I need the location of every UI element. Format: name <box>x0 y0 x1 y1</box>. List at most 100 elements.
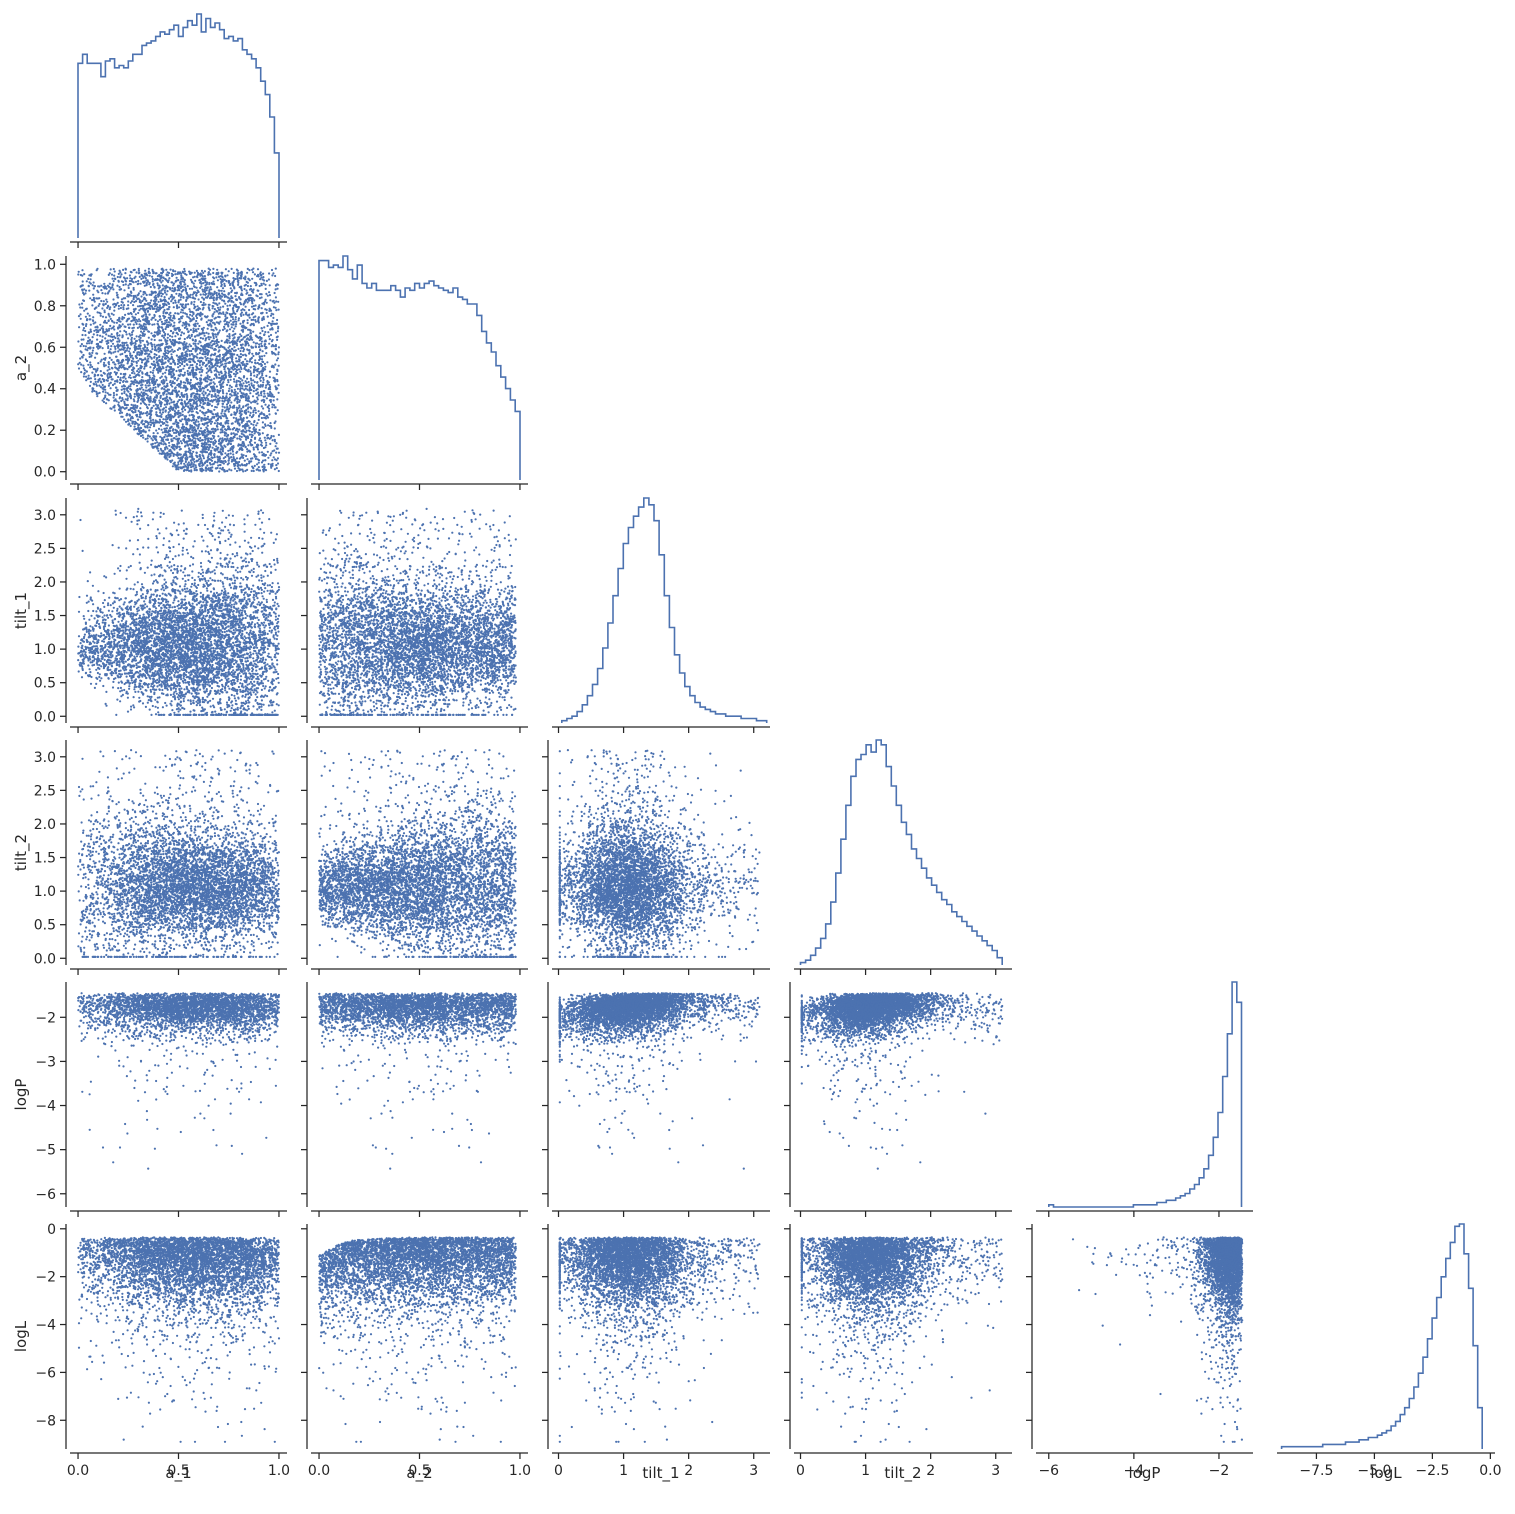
scatter-point <box>161 421 163 423</box>
scatter-point <box>236 344 238 346</box>
scatter-point <box>258 394 260 396</box>
scatter-point <box>148 268 150 270</box>
scatter-point <box>238 368 240 370</box>
scatter-point <box>206 372 208 374</box>
scatter-point <box>176 379 178 381</box>
scatter-point <box>114 270 116 272</box>
scatter-point <box>140 278 142 280</box>
scatter-point <box>245 312 247 314</box>
scatter-point <box>143 330 145 332</box>
scatter-point <box>92 284 94 286</box>
scatter-point <box>138 354 140 356</box>
scatter-point <box>119 286 121 288</box>
scatter-point <box>226 406 228 408</box>
scatter-point <box>274 363 276 365</box>
scatter-point <box>91 372 93 374</box>
scatter-point <box>207 328 209 330</box>
scatter-point <box>261 330 263 332</box>
scatter-point <box>136 335 138 337</box>
scatter-point <box>89 366 91 368</box>
scatter-point <box>116 322 118 324</box>
scatter-point <box>274 275 276 277</box>
scatter-point <box>263 379 265 381</box>
scatter-point <box>262 381 264 383</box>
scatter-point <box>189 337 191 339</box>
scatter-point <box>152 278 154 280</box>
scatter-point <box>253 390 255 392</box>
scatter-point <box>110 345 112 347</box>
scatter-point <box>244 358 246 360</box>
scatter-point <box>89 385 91 387</box>
scatter-point <box>137 368 139 370</box>
y-tick-label: 1.0 <box>34 257 56 273</box>
scatter-point <box>86 342 88 344</box>
scatter-point <box>203 457 205 459</box>
scatter-point <box>197 328 199 330</box>
scatter-point <box>115 373 117 375</box>
scatter-point <box>262 407 264 409</box>
scatter-point <box>189 414 191 416</box>
y-tick-label: 0.4 <box>34 382 56 398</box>
y-tick-label: 0.6 <box>34 340 56 356</box>
scatter-point <box>84 334 86 336</box>
scatter-point <box>249 414 251 416</box>
scatter-point <box>90 364 92 366</box>
scatter-point <box>128 350 130 352</box>
scatter-point <box>185 461 187 463</box>
scatter-point <box>113 396 115 398</box>
scatter-point <box>148 337 150 339</box>
scatter-point <box>174 300 176 302</box>
scatter-point <box>149 426 151 428</box>
scatter-point <box>189 366 191 368</box>
histogram-a_1 <box>78 14 279 238</box>
scatter-point <box>174 363 176 365</box>
scatter-point <box>196 270 198 272</box>
scatter-point <box>126 277 128 279</box>
scatter-point <box>147 440 149 442</box>
scatter-point <box>80 318 82 320</box>
y-tick-label: 0.8 <box>34 299 56 315</box>
scatter-point <box>165 406 167 408</box>
y-tick-label: 0.2 <box>34 423 56 439</box>
scatter-point <box>108 335 110 337</box>
scatter-point <box>230 301 232 303</box>
scatter-point <box>82 329 84 331</box>
scatter-point <box>136 370 138 372</box>
scatter-point <box>243 454 245 456</box>
scatter-point <box>85 345 87 347</box>
scatter-point <box>232 453 234 455</box>
scatter-point <box>78 326 80 328</box>
scatter-point <box>226 335 228 337</box>
panel-a_1-a_1 <box>70 14 287 248</box>
y-tick-label: 0.0 <box>34 465 56 481</box>
scatter-point <box>270 452 272 454</box>
scatter-point <box>219 329 221 331</box>
scatter-point <box>118 401 120 403</box>
scatter-point <box>202 272 204 274</box>
scatter-point <box>103 300 105 302</box>
scatter-point <box>176 355 178 357</box>
scatter-point <box>241 410 243 412</box>
scatter-point <box>218 302 220 304</box>
scatter-point <box>187 303 189 305</box>
scatter-point <box>135 281 137 283</box>
scatter-point <box>132 304 134 306</box>
scatter-point <box>248 429 250 431</box>
scatter-point <box>235 357 237 359</box>
scatter-point <box>178 390 180 392</box>
scatter-point <box>237 388 239 390</box>
scatter-point <box>254 432 256 434</box>
scatter-point <box>197 421 199 423</box>
scatter-point <box>100 315 102 317</box>
scatter-point <box>200 366 202 368</box>
scatter-point <box>228 468 230 470</box>
scatter-point <box>250 412 252 414</box>
scatter-point <box>265 444 267 446</box>
scatter-point <box>277 384 279 386</box>
scatter-point <box>251 361 253 363</box>
scatter-point <box>150 392 152 394</box>
scatter-point <box>177 377 179 379</box>
scatter-point <box>262 350 264 352</box>
scatter-point <box>254 273 256 275</box>
